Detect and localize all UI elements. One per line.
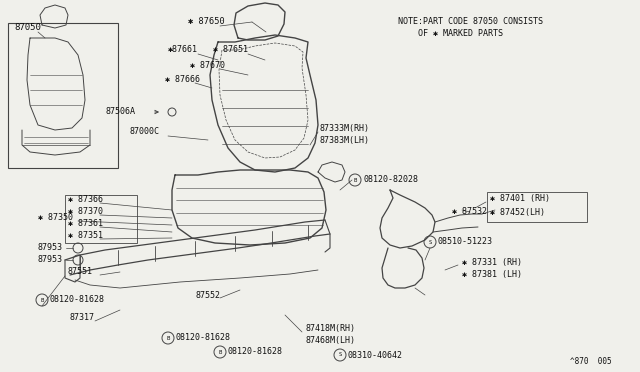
Text: 87383M(LH): 87383M(LH)	[320, 135, 370, 144]
Text: 87953: 87953	[38, 244, 63, 253]
Text: 87317: 87317	[70, 314, 95, 323]
Text: B: B	[166, 336, 170, 340]
Text: 87953: 87953	[38, 256, 63, 264]
Text: 08510-51223: 08510-51223	[438, 237, 493, 247]
Bar	[487, 192, 587, 222]
Text: B: B	[353, 177, 356, 183]
Text: ✱ 87452(LH): ✱ 87452(LH)	[490, 208, 545, 217]
Text: 08120-81628: 08120-81628	[50, 295, 105, 305]
Text: ✱ 87666: ✱ 87666	[165, 76, 200, 84]
Text: B: B	[40, 298, 44, 302]
Text: ✱ 87350: ✱ 87350	[38, 214, 73, 222]
Text: 08120-81628: 08120-81628	[228, 347, 283, 356]
Text: 08310-40642: 08310-40642	[348, 350, 403, 359]
Text: ^870  005: ^870 005	[570, 357, 612, 366]
Text: ✱ 87651: ✱ 87651	[213, 45, 248, 55]
Text: ✱ 87361: ✱ 87361	[68, 219, 103, 228]
Text: ✱ 87670: ✱ 87670	[190, 61, 225, 70]
Bar	[65, 195, 137, 243]
Text: ✱ 87331 (RH): ✱ 87331 (RH)	[462, 257, 522, 266]
Text: 87050: 87050	[14, 23, 41, 32]
Text: ✱ 87381 (LH): ✱ 87381 (LH)	[462, 270, 522, 279]
Text: 87418M(RH): 87418M(RH)	[305, 324, 355, 333]
Text: NOTE:PART CODE 87050 CONSISTS: NOTE:PART CODE 87050 CONSISTS	[398, 17, 543, 26]
Text: 08120-82028: 08120-82028	[364, 176, 419, 185]
Text: 87551: 87551	[68, 267, 93, 276]
Text: B: B	[218, 350, 221, 355]
Text: ✱ 87650: ✱ 87650	[188, 17, 225, 26]
Text: ✱ 87366: ✱ 87366	[68, 196, 103, 205]
Text: ✱87661: ✱87661	[168, 45, 198, 55]
Text: ✱ 87370: ✱ 87370	[68, 208, 103, 217]
Text: 87506A: 87506A	[105, 108, 135, 116]
Text: S: S	[339, 353, 342, 357]
Text: S: S	[428, 240, 431, 244]
Text: ✱ 87532: ✱ 87532	[452, 208, 487, 217]
Text: 87552: 87552	[195, 291, 220, 299]
Text: ✱ 87351: ✱ 87351	[68, 231, 103, 241]
Bar	[8, 23, 118, 168]
Text: OF ✱ MARKED PARTS: OF ✱ MARKED PARTS	[418, 29, 503, 38]
Text: ✱ 87401 (RH): ✱ 87401 (RH)	[490, 193, 550, 202]
Text: 87000C: 87000C	[130, 128, 160, 137]
Text: 08120-81628: 08120-81628	[176, 334, 231, 343]
Text: 87468M(LH): 87468M(LH)	[305, 336, 355, 344]
Text: 87333M(RH): 87333M(RH)	[320, 124, 370, 132]
